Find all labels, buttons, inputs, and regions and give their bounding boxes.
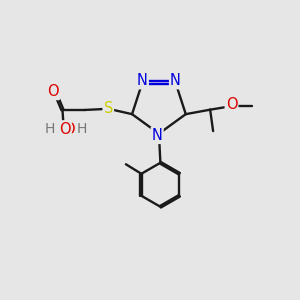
Text: O: O (226, 97, 237, 112)
Text: N: N (137, 73, 148, 88)
Text: O: O (59, 122, 71, 136)
Text: O: O (47, 84, 59, 99)
Text: H: H (44, 122, 55, 136)
Text: N: N (152, 128, 163, 143)
Text: O: O (63, 122, 75, 136)
Text: S: S (103, 101, 113, 116)
Text: H: H (77, 122, 87, 136)
Text: N: N (170, 73, 181, 88)
